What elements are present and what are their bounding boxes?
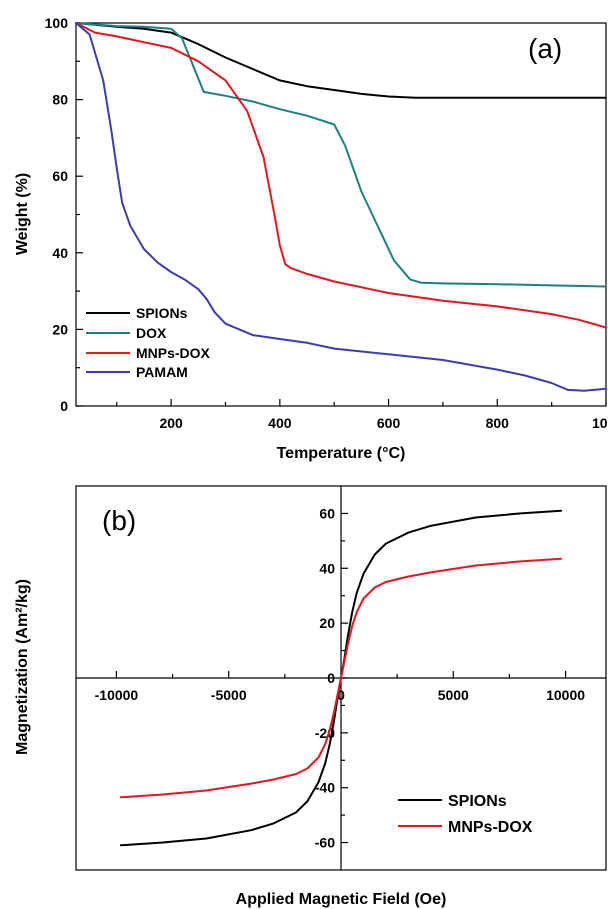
chart-b-series xyxy=(119,509,563,847)
chart-b-y-axis-title: Magnetization (Am²/kg) xyxy=(14,579,31,755)
chart-b-legend-label-mnps-dox: MNPs-DOX xyxy=(448,819,533,836)
chart-a-y-tick-label: 0 xyxy=(60,398,68,414)
chart-a-legend-label-pamam: PAMAM xyxy=(136,364,188,380)
chart-a-legend-label-spions: SPIONs xyxy=(136,305,188,321)
chart-b-legend: SPIONs MNPs-DOX xyxy=(398,793,533,836)
chart-a-x-tick-label: 400 xyxy=(268,415,292,431)
chart-b-y-tick-label: 0 xyxy=(327,670,335,686)
chart-b-y-tick-label: -40 xyxy=(315,780,335,796)
chart-a-series xyxy=(75,22,607,392)
chart-a-series-line-pamam xyxy=(75,22,607,392)
chart-a-series-line-spions xyxy=(75,22,607,99)
chart-a-x-axis-title: Temperature (°C) xyxy=(277,445,406,462)
chart-b-x-tick-label: -5000 xyxy=(211,687,247,703)
chart-b-x-axis-title: Applied Magnetic Field (Oe) xyxy=(236,891,447,908)
chart-a-legend: SPIONs DOX MNPs-DOX PAMAM xyxy=(86,305,211,380)
chart-b-y-tick-label: -60 xyxy=(315,835,335,851)
chart-a-series-line-dox xyxy=(75,22,607,288)
chart-a-x-axis: 200 400 600 800 100 xyxy=(116,399,608,431)
chart-a: 0 20 40 60 80 100 200 400 600 800 100 (a) Tempera… xyxy=(14,15,608,462)
chart-b-x-tick-label: 0 xyxy=(337,687,345,703)
chart-b-y-tick-label: 40 xyxy=(319,560,335,576)
chart-a-y-tick-label: 20 xyxy=(52,321,68,337)
chart-b-y-tick-label: 20 xyxy=(319,615,335,631)
chart-b-y-tick-label: 60 xyxy=(319,505,335,521)
chart-b-x-tick-label: 5000 xyxy=(438,687,469,703)
chart-a-y-tick-label: 40 xyxy=(52,245,68,261)
chart-b-x-tick-label: 10000 xyxy=(546,687,585,703)
chart-b-panel-label: (b) xyxy=(102,505,136,536)
chart-a-y-axis: 0 20 40 60 80 100 xyxy=(45,15,83,414)
chart-a-x-tick-label: 800 xyxy=(486,415,510,431)
chart-a-panel-label: (a) xyxy=(528,33,562,64)
chart-b-legend-label-spions: SPIONs xyxy=(448,793,507,810)
chart-a-y-tick-label: 60 xyxy=(52,168,68,184)
chart-a-x-tick-label: 600 xyxy=(377,415,401,431)
chart-a-y-tick-label: 100 xyxy=(45,15,69,31)
chart-a-x-tick-label: 200 xyxy=(159,415,183,431)
chart-a-y-tick-label: 80 xyxy=(52,92,68,108)
chart-a-legend-label-dox: DOX xyxy=(136,325,167,341)
chart-a-y-axis-title: Weight (%) xyxy=(14,173,31,255)
chart-b-x-tick-label: -10000 xyxy=(95,687,139,703)
chart-a-series-line-mnps-dox xyxy=(75,22,607,329)
chart-b-series-line-mnps-dox xyxy=(119,557,563,799)
chart-a-legend-label-mnps-dox: MNPs-DOX xyxy=(136,345,211,361)
chart-a-x-tick-label: 100 xyxy=(592,415,608,431)
